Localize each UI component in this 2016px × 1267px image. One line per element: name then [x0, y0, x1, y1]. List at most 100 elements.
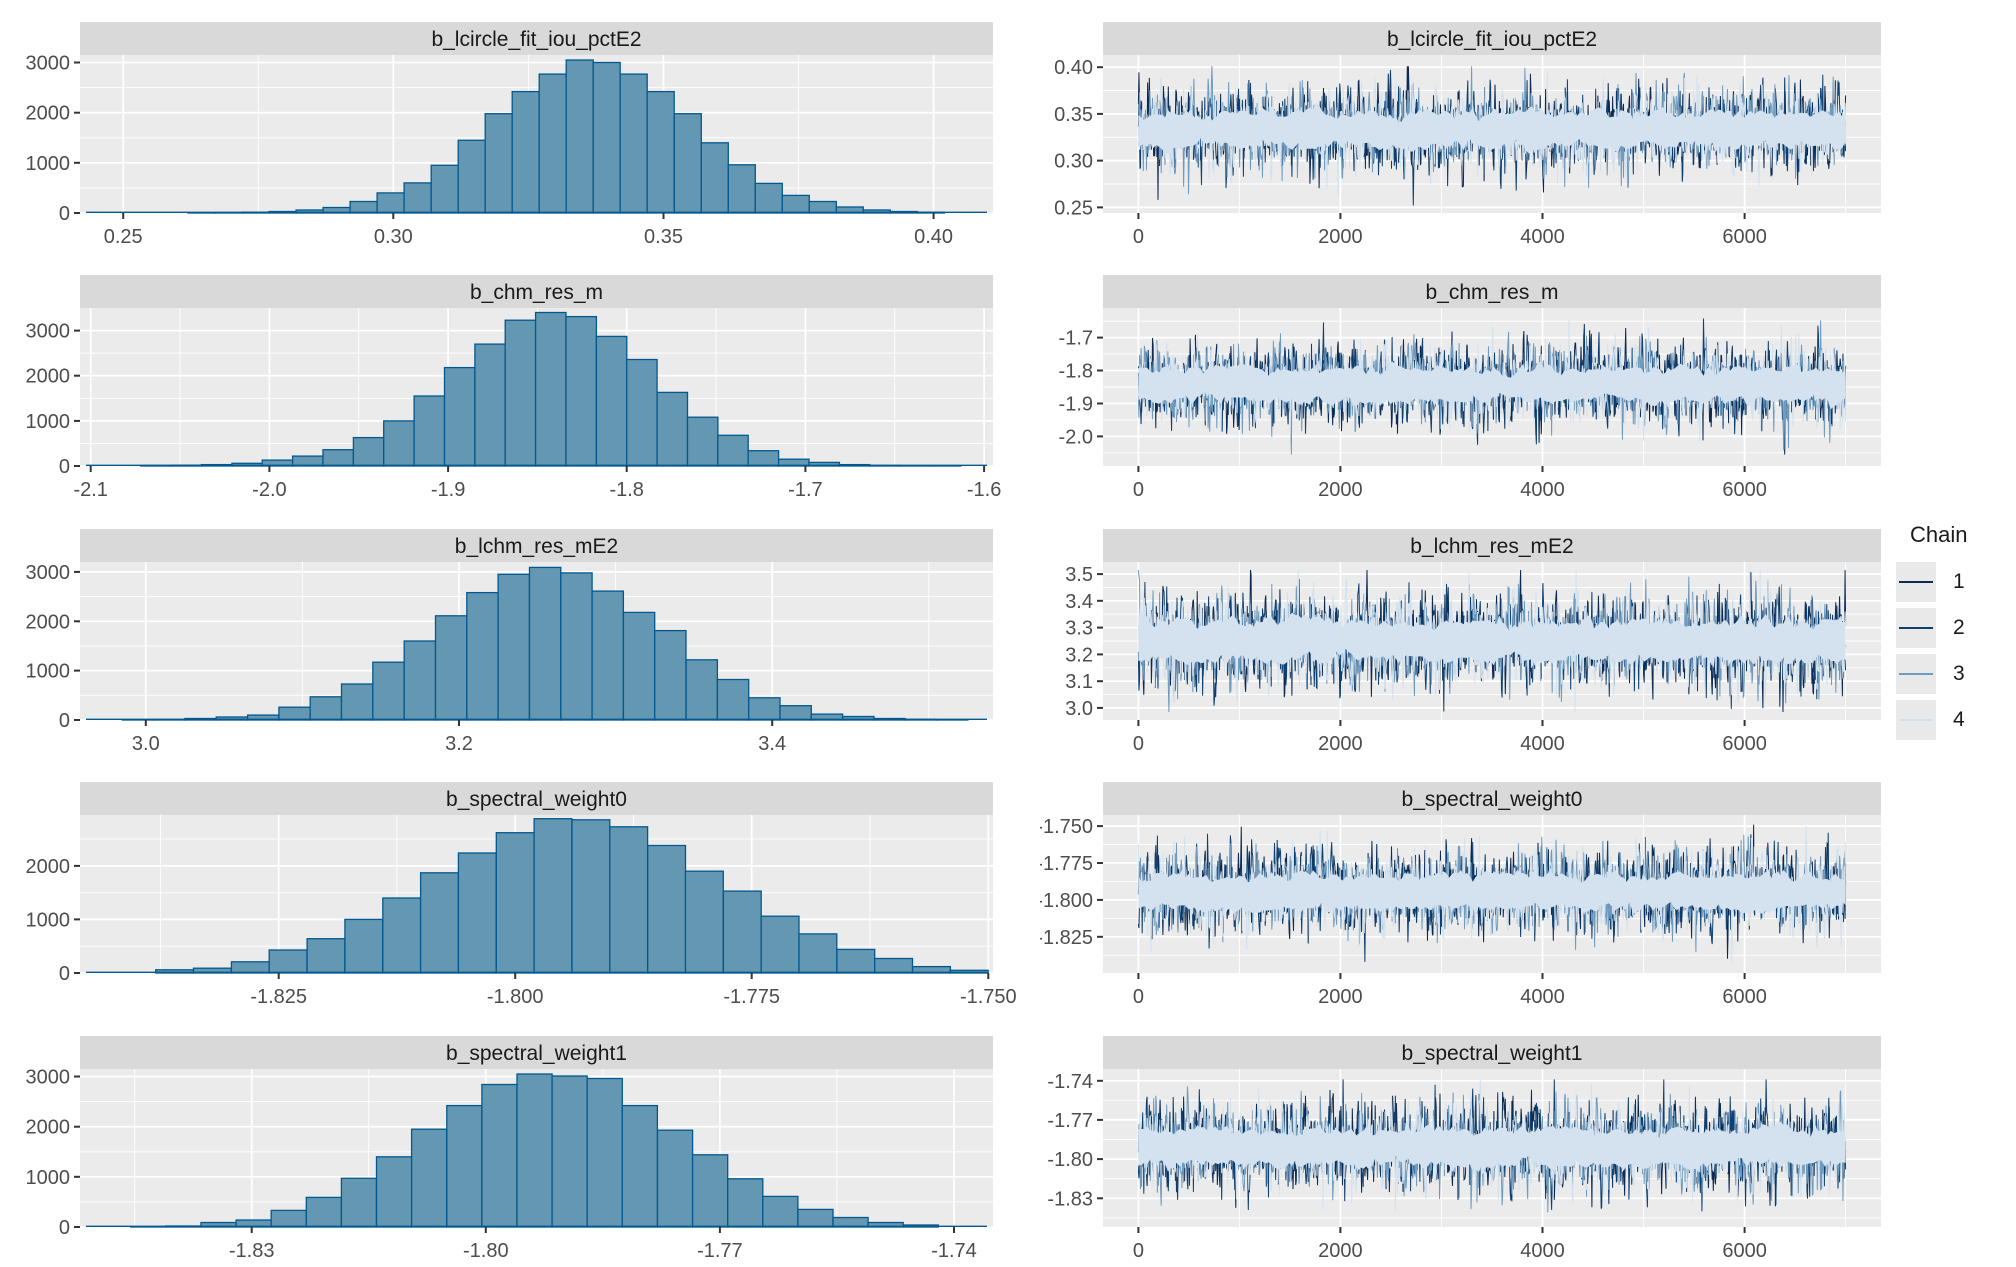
x-tick-label: -2.1: [73, 479, 107, 501]
histogram-panel-b_spectral_weight1: b_spectral_weight1 -1.83 -1.80 -1.77 -1.74 0 1…: [26, 1036, 993, 1262]
x-tick-label: -2.0: [252, 479, 286, 501]
x-tick-label: 0.35: [644, 226, 683, 248]
histogram-bars: [187, 59, 946, 214]
facet-title: b_spectral_weight1: [446, 1042, 627, 1065]
legend-line-swatch: [1899, 673, 1933, 675]
x-tick-label: 3.0: [132, 733, 160, 755]
facet-title: b_lcircle_fit_iou_pctE2: [431, 28, 641, 51]
x-tick-label: 0.25: [104, 226, 143, 248]
x-tick-label: 4000: [1520, 733, 1565, 755]
trace-panel-b_spectral_weight0: b_spectral_weight0 0 2000 4000 6000 -1.750 -1.…: [1040, 782, 1881, 1008]
x-tick-label: 2000: [1318, 1240, 1363, 1262]
facet-strip: [80, 782, 993, 815]
legend-entry-label: 1: [1953, 570, 1965, 593]
facet-strip: [1103, 529, 1881, 562]
legend-key: [1896, 608, 1936, 648]
y-tick-label: 1000: [26, 153, 71, 175]
y-tick-label: 0.25: [1054, 197, 1093, 219]
legend-entry-chain-2: 2: [1896, 608, 2016, 648]
facet-title: b_spectral_weight1: [1402, 1042, 1583, 1065]
y-tick-label: 1000: [26, 411, 71, 433]
y-tick-label: 3.3: [1065, 618, 1093, 640]
x-tick-label: 0: [1133, 479, 1144, 501]
x-tick-label: 6000: [1722, 479, 1767, 501]
histogram-panel-b_spectral_weight0: b_spectral_weight0 -1.825 -1.800 -1.775 -1.7…: [26, 782, 1016, 1008]
x-tick-label: -1.825: [250, 986, 307, 1008]
facet-strip: [1103, 275, 1881, 308]
x-tick-label: -1.9: [431, 479, 465, 501]
x-tick-label: -1.8: [609, 479, 643, 501]
trace-lines: [1137, 569, 1847, 713]
legend-line-swatch: [1899, 719, 1933, 721]
x-tick-label: 3.2: [445, 733, 473, 755]
x-tick-label: 0.40: [914, 226, 953, 248]
histogram-bars: [155, 818, 989, 974]
x-tick-label: 4000: [1520, 226, 1565, 248]
x-tick-label: 2000: [1318, 986, 1363, 1008]
facet-title: b_chm_res_m: [1425, 281, 1558, 304]
facet-strip: [80, 275, 993, 308]
y-tick-label: -1.83: [1047, 1188, 1093, 1210]
y-tick-label: 3000: [26, 562, 71, 584]
x-tick-label: 0.30: [374, 226, 413, 248]
y-tick-label: 2000: [26, 103, 71, 125]
facet-title: b_lcircle_fit_iou_pctE2: [1387, 28, 1597, 51]
x-tick-label: 0: [1133, 226, 1144, 248]
x-tick-label: 4000: [1520, 1240, 1565, 1262]
y-tick-label: 0.35: [1054, 104, 1093, 126]
y-tick-label: -1.80: [1047, 1149, 1093, 1171]
x-tick-label: 4000: [1520, 479, 1565, 501]
x-tick-label: 6000: [1722, 733, 1767, 755]
legend-key: [1896, 562, 1936, 602]
y-tick-label: 0: [59, 1217, 70, 1239]
facet-title: b_lchm_res_mE2: [455, 535, 618, 558]
y-tick-label: -1.750: [1040, 816, 1093, 838]
trace-panel-b_lchm_res_mE2: b_lchm_res_mE2 0 2000 4000 6000 3.5 3.4 3.3 3.2 3…: [1065, 529, 1881, 755]
y-tick-label: 0.40: [1054, 57, 1093, 79]
facet-strip: [1103, 22, 1881, 55]
trace-panel-b_chm_res_m: b_chm_res_m 0 2000 4000 6000 -1.7 -1.8 -1.9 -2.0: [1059, 275, 1881, 501]
legend-line-swatch: [1899, 627, 1933, 629]
y-tick-label: -1.74: [1047, 1071, 1093, 1093]
x-tick-label: -1.7: [788, 479, 822, 501]
y-tick-label: -1.775: [1040, 853, 1093, 875]
trace-lines: [1137, 66, 1847, 206]
facet-title: b_spectral_weight0: [446, 788, 627, 811]
y-tick-label: 3.5: [1065, 564, 1093, 586]
x-tick-label: -1.77: [697, 1240, 743, 1262]
trace-chain-4: [1137, 825, 1847, 962]
trace-chain-4: [1137, 73, 1847, 198]
x-tick-label: -1.775: [723, 986, 780, 1008]
y-tick-label: 0.30: [1054, 151, 1093, 173]
x-tick-label: 6000: [1722, 1240, 1767, 1262]
y-tick-label: 2000: [26, 856, 71, 878]
y-tick-label: 3000: [26, 53, 71, 75]
facet-strip: [80, 1036, 993, 1069]
y-tick-label: 3.1: [1065, 671, 1093, 693]
legend-key: [1896, 654, 1936, 694]
x-tick-label: 0: [1133, 733, 1144, 755]
x-tick-label: 6000: [1722, 226, 1767, 248]
legend-entry-label: 4: [1953, 708, 1965, 731]
facet-strip: [1103, 1036, 1881, 1069]
legend-key: [1896, 700, 1936, 740]
x-tick-label: 2000: [1318, 733, 1363, 755]
x-tick-label: -1.6: [967, 479, 1001, 501]
facet-strip: [80, 22, 993, 55]
y-tick-label: 3.4: [1065, 591, 1093, 613]
legend-entry-label: 3: [1953, 662, 1965, 685]
y-tick-label: 3000: [26, 1067, 71, 1089]
legend-entry-chain-4: 4: [1896, 700, 2016, 740]
y-tick-label: 0: [59, 456, 70, 478]
y-tick-label: 0: [59, 963, 70, 985]
chain-legend: Chain 1 2 3 4: [1896, 522, 2016, 746]
legend-entry-chain-1: 1: [1896, 562, 2016, 602]
x-tick-label: 0: [1133, 986, 1144, 1008]
y-tick-label: -1.825: [1040, 927, 1093, 949]
y-tick-label: 3000: [26, 321, 71, 343]
y-tick-label: -1.9: [1059, 394, 1093, 416]
x-tick-label: -1.800: [487, 986, 544, 1008]
histogram-panel-b_lcircle_fit_iou_pctE2: b_lcircle_fit_iou_pctE2 0.25 0.30 0.35 0.40 0…: [26, 22, 993, 248]
y-tick-label: 3.2: [1065, 644, 1093, 666]
